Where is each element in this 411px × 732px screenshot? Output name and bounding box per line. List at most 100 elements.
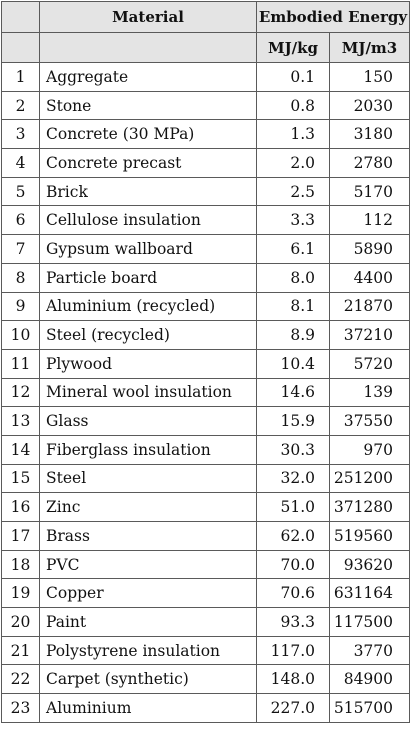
table-row: 8 Particle board 8.0 4400 bbox=[1, 262, 411, 293]
table-row: 22 Carpet (synthetic) 148.0 84900 bbox=[1, 664, 411, 695]
table-row: 18 PVC 70.0 93620 bbox=[1, 549, 411, 580]
table-row: 7 Gypsum wallboard 6.1 5890 bbox=[1, 234, 411, 264]
mj-m3-cell: 5170 bbox=[328, 176, 411, 207]
mj-kg-cell: 8.1 bbox=[256, 291, 330, 322]
material-cell: Plywood bbox=[39, 348, 257, 379]
material-cell: Carpet (synthetic) bbox=[39, 664, 257, 695]
material-cell: Concrete (30 MPa) bbox=[39, 119, 257, 150]
row-number: 3 bbox=[1, 119, 40, 150]
row-number: 5 bbox=[1, 176, 40, 207]
table-body: 1 Aggregate 0.1 150 2 Stone 0.8 2030 3 Concrete (… bbox=[1, 62, 411, 723]
row-number: 19 bbox=[1, 578, 40, 609]
row-number: 13 bbox=[1, 406, 40, 436]
table-row: 13 Glass 15.9 37550 bbox=[1, 406, 411, 436]
material-cell: Zinc bbox=[39, 492, 257, 522]
header-blank-material bbox=[39, 32, 257, 63]
mj-kg-cell: 0.1 bbox=[256, 62, 330, 92]
material-cell: Steel (recycled) bbox=[39, 320, 257, 350]
row-number: 15 bbox=[1, 463, 40, 494]
material-cell: Aluminium bbox=[39, 693, 257, 723]
material-cell: Stone bbox=[39, 90, 257, 121]
material-cell: Brass bbox=[39, 521, 257, 551]
header-unit-kg: MJ/kg bbox=[256, 32, 330, 63]
header-blank-index bbox=[1, 32, 40, 63]
mj-m3-cell: 2030 bbox=[328, 90, 411, 121]
row-number: 2 bbox=[1, 90, 40, 121]
row-number: 9 bbox=[1, 291, 40, 322]
mj-kg-cell: 8.0 bbox=[256, 262, 330, 293]
mj-m3-cell: 93620 bbox=[328, 549, 411, 580]
material-cell: Polystyrene insulation bbox=[39, 635, 257, 666]
row-number: 22 bbox=[1, 664, 40, 695]
header-units-row: MJ/kg MJ/m3 bbox=[1, 32, 411, 63]
mj-m3-cell: 21870 bbox=[328, 291, 411, 322]
row-number: 12 bbox=[1, 377, 40, 408]
row-number: 16 bbox=[1, 492, 40, 522]
mj-kg-cell: 14.6 bbox=[256, 377, 330, 408]
header-unit-m3: MJ/m3 bbox=[328, 32, 411, 63]
row-number: 23 bbox=[1, 693, 40, 723]
table-row: 5 Brick 2.5 5170 bbox=[1, 176, 411, 207]
mj-m3-cell: 251200 bbox=[328, 463, 411, 494]
material-cell: Gypsum wallboard bbox=[39, 234, 257, 264]
mj-kg-cell: 148.0 bbox=[256, 664, 330, 695]
material-cell: Fiberglass insulation bbox=[39, 434, 257, 465]
mj-m3-cell: 3770 bbox=[328, 635, 411, 666]
material-cell: Brick bbox=[39, 176, 257, 207]
table-row: 17 Brass 62.0 519560 bbox=[1, 521, 411, 551]
table-row: 21 Polystyrene insulation 117.0 3770 bbox=[1, 635, 411, 666]
mj-kg-cell: 70.0 bbox=[256, 549, 330, 580]
mj-m3-cell: 371280 bbox=[328, 492, 411, 522]
row-number: 21 bbox=[1, 635, 40, 666]
material-cell: Copper bbox=[39, 578, 257, 609]
table-row: 19 Copper 70.6 631164 bbox=[1, 578, 411, 609]
table-row: 15 Steel 32.0 251200 bbox=[1, 463, 411, 494]
table-row: 12 Mineral wool insulation 14.6 139 bbox=[1, 377, 411, 408]
material-cell: Cellulose insulation bbox=[39, 205, 257, 236]
table-row: 16 Zinc 51.0 371280 bbox=[1, 492, 411, 522]
table-row: 4 Concrete precast 2.0 2780 bbox=[1, 148, 411, 178]
mj-m3-cell: 150 bbox=[328, 62, 411, 92]
material-cell: Glass bbox=[39, 406, 257, 436]
row-number: 17 bbox=[1, 521, 40, 551]
mj-m3-cell: 84900 bbox=[328, 664, 411, 695]
row-number: 6 bbox=[1, 205, 40, 236]
mj-kg-cell: 2.0 bbox=[256, 148, 330, 178]
table-header: Material Embodied Energy MJ/kg MJ/m3 bbox=[1, 1, 411, 63]
mj-kg-cell: 15.9 bbox=[256, 406, 330, 436]
mj-kg-cell: 30.3 bbox=[256, 434, 330, 465]
mj-kg-cell: 117.0 bbox=[256, 635, 330, 666]
row-number: 11 bbox=[1, 348, 40, 379]
row-number: 4 bbox=[1, 148, 40, 178]
table-row: 6 Cellulose insulation 3.3 112 bbox=[1, 205, 411, 236]
mj-m3-cell: 37550 bbox=[328, 406, 411, 436]
mj-kg-cell: 70.6 bbox=[256, 578, 330, 609]
mj-kg-cell: 93.3 bbox=[256, 607, 330, 637]
mj-m3-cell: 519560 bbox=[328, 521, 411, 551]
table-row: 3 Concrete (30 MPa) 1.3 3180 bbox=[1, 119, 411, 150]
material-cell: Aggregate bbox=[39, 62, 257, 92]
row-number: 7 bbox=[1, 234, 40, 264]
mj-kg-cell: 1.3 bbox=[256, 119, 330, 150]
table-row: 14 Fiberglass insulation 30.3 970 bbox=[1, 434, 411, 465]
row-number: 8 bbox=[1, 262, 40, 293]
header-embodied-energy: Embodied Energy bbox=[255, 1, 411, 33]
table-row: 23 Aluminium 227.0 515700 bbox=[1, 693, 411, 723]
mj-kg-cell: 2.5 bbox=[256, 176, 330, 207]
row-number: 18 bbox=[1, 549, 40, 580]
mj-m3-cell: 3180 bbox=[328, 119, 411, 150]
material-cell: Steel bbox=[39, 463, 257, 494]
mj-kg-cell: 8.9 bbox=[256, 320, 330, 350]
mj-kg-cell: 6.1 bbox=[256, 234, 330, 264]
table-row: 1 Aggregate 0.1 150 bbox=[1, 62, 411, 92]
row-number: 14 bbox=[1, 434, 40, 465]
table-row: 9 Aluminium (recycled) 8.1 21870 bbox=[1, 291, 411, 322]
table-row: 10 Steel (recycled) 8.9 37210 bbox=[1, 320, 411, 350]
table-row: 2 Stone 0.8 2030 bbox=[1, 90, 411, 121]
mj-m3-cell: 112 bbox=[328, 205, 411, 236]
material-cell: Aluminium (recycled) bbox=[39, 291, 257, 322]
material-cell: Particle board bbox=[39, 262, 257, 293]
material-cell: Mineral wool insulation bbox=[39, 377, 257, 408]
mj-m3-cell: 4400 bbox=[328, 262, 411, 293]
